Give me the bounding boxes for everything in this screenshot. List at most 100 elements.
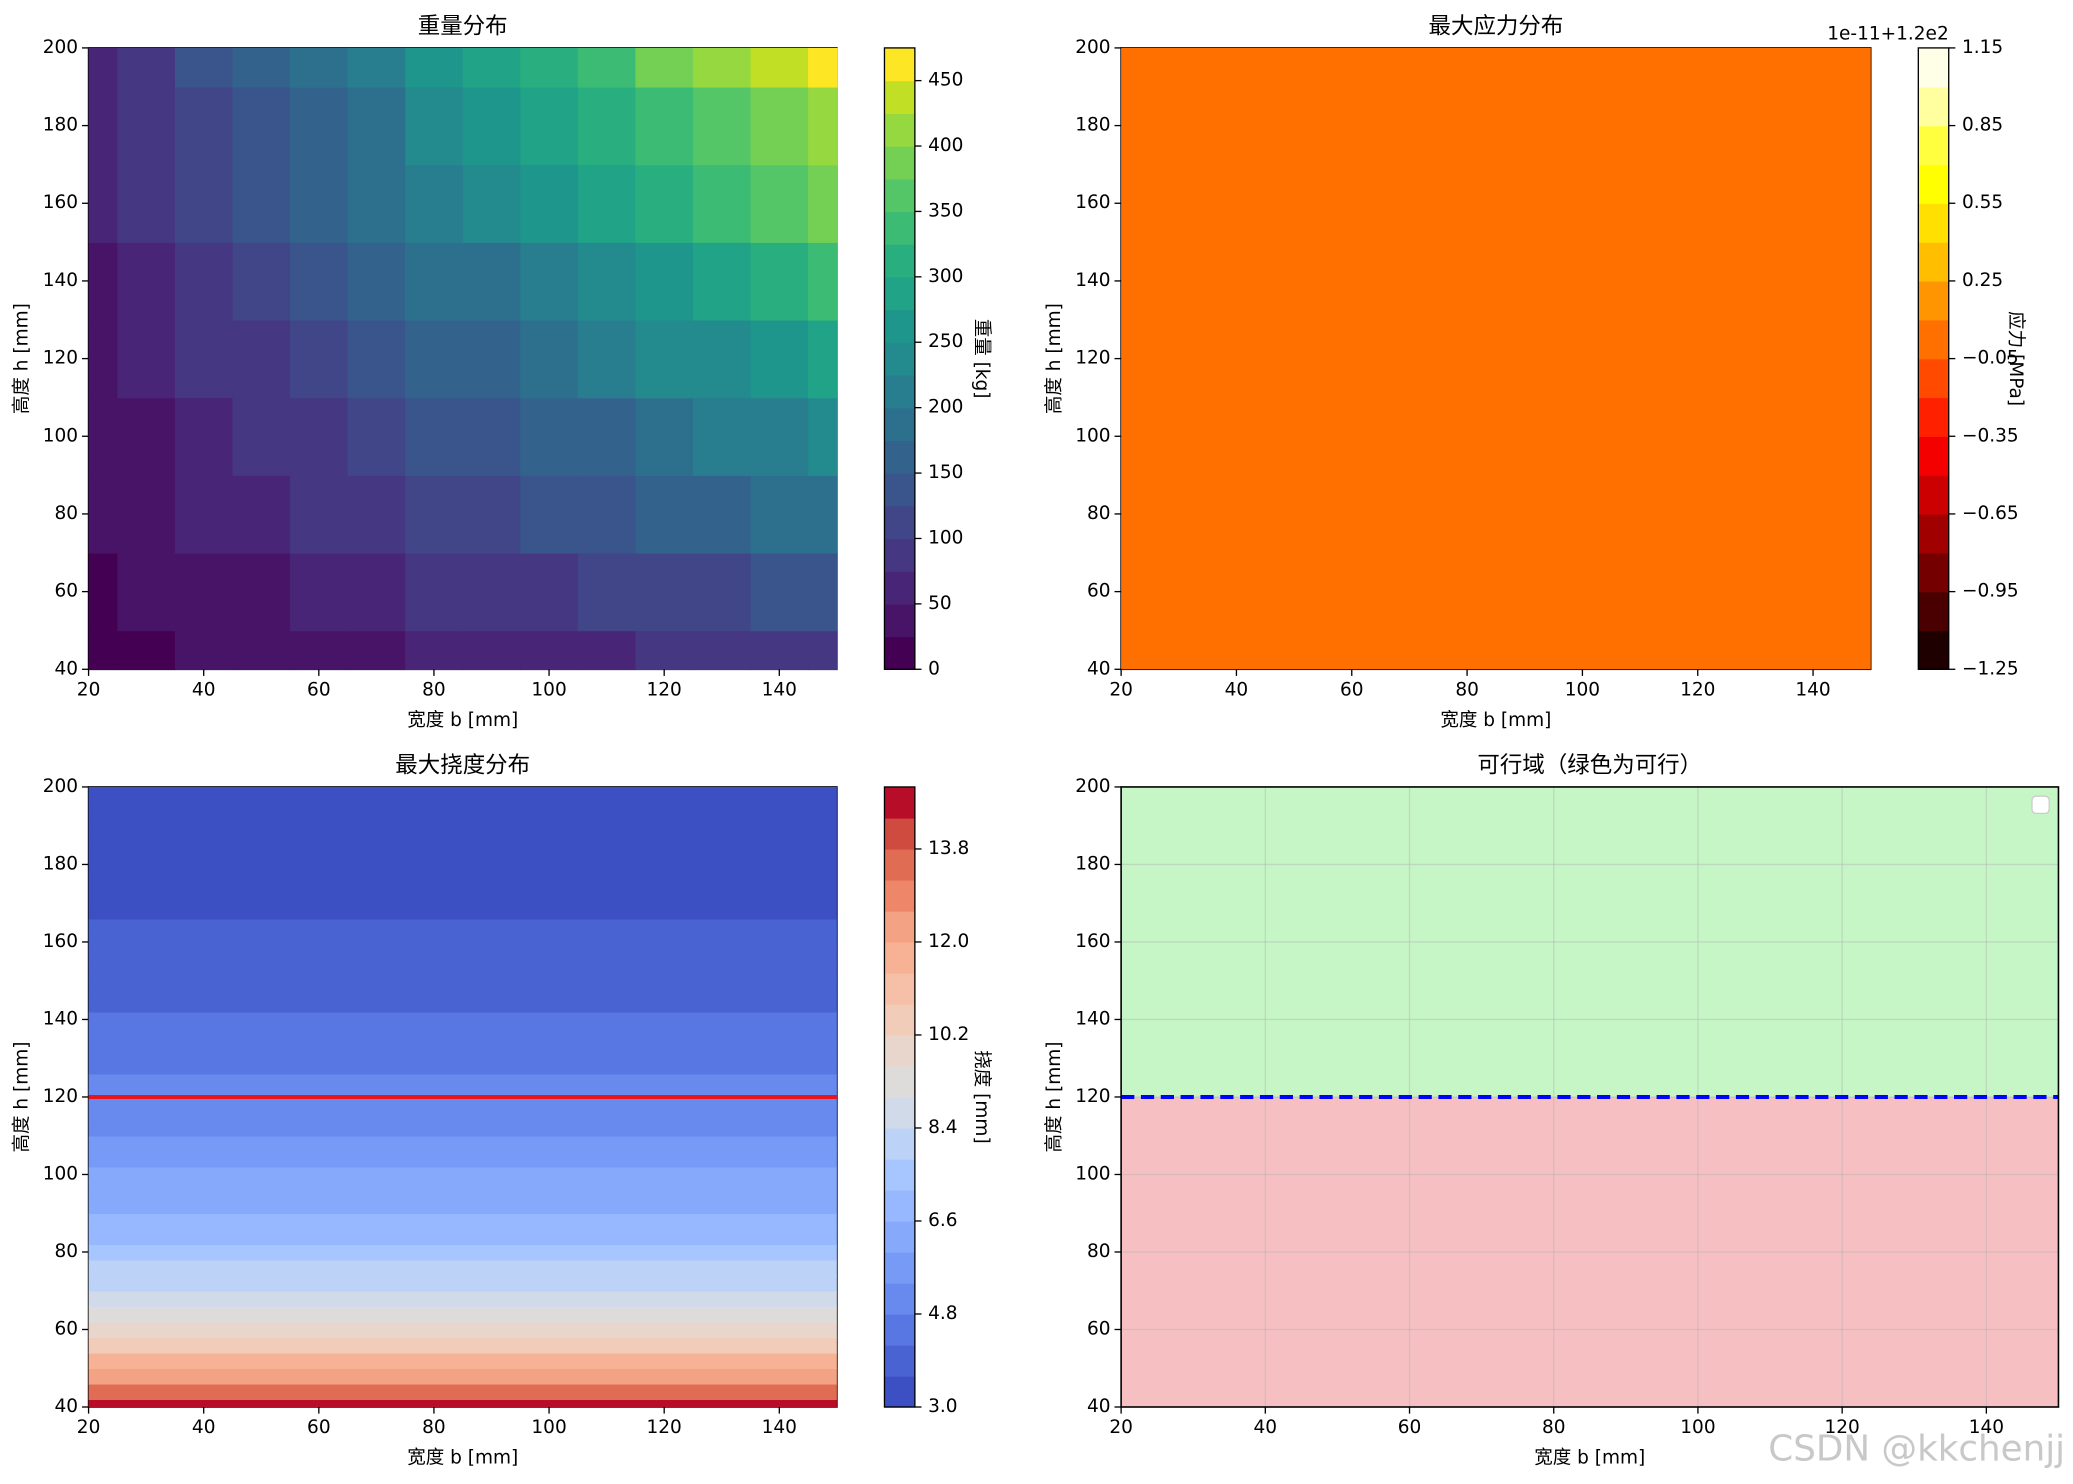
deflection-strip	[88, 1166, 837, 1184]
y-tick-label: 140	[43, 1008, 78, 1029]
colorbar-tick-label: 50	[928, 593, 952, 614]
x-tick-label: 40	[1254, 1417, 1278, 1438]
colorbar-band	[884, 1375, 915, 1408]
contour-cell	[808, 47, 838, 88]
contour-cell	[117, 552, 176, 632]
contour-cell	[405, 86, 464, 166]
deflection-strip	[88, 794, 837, 811]
colorbar-frame	[883, 786, 916, 1408]
x-tick-label: 80	[1542, 1417, 1566, 1438]
contour-cell	[808, 86, 838, 166]
colorbar-band	[884, 1096, 915, 1129]
x-tick-label: 80	[422, 679, 446, 700]
watermark: CSDN @kkchenjj	[1768, 1429, 2065, 1470]
contour-cell	[405, 319, 464, 399]
y-tick-label: 140	[43, 270, 78, 291]
colorbar-band	[884, 1127, 915, 1160]
deflection-strip	[88, 1151, 837, 1168]
contour-cell	[405, 47, 464, 88]
deflection-strip	[88, 1368, 837, 1385]
colorbar-band	[884, 276, 915, 311]
contour-cell	[347, 397, 406, 476]
contour-cell	[750, 47, 809, 88]
contour-cell	[405, 164, 464, 243]
contour-cell	[232, 630, 291, 671]
y-tick-label: 160	[43, 192, 78, 213]
x-tick-label: 120	[647, 679, 682, 700]
y-tick-label: 100	[1075, 1163, 1110, 1184]
contour-cell	[808, 552, 838, 632]
x-tick-label: 20	[77, 1417, 101, 1438]
colorbar-tick-label: 200	[928, 397, 963, 418]
contour-cell	[290, 242, 349, 321]
contour-cell	[520, 242, 579, 321]
deflection-strip	[88, 1104, 837, 1122]
y-axis-label: 高度 h [mm]	[1044, 303, 1065, 414]
colorbar-band	[884, 146, 915, 180]
chart-title: 最大挠度分布	[395, 752, 530, 778]
deflection-strip	[88, 1135, 837, 1153]
colorbar-band	[884, 407, 915, 442]
x-tick-label: 140	[762, 679, 797, 700]
x-tick-label: 120	[647, 1417, 682, 1438]
contour-cell	[174, 475, 234, 554]
contour-cell	[577, 164, 637, 243]
contour-cell	[117, 630, 176, 671]
contour-cell	[520, 552, 579, 632]
x-axis-label: 宽度 b [mm]	[1440, 710, 1551, 731]
contour-cell	[750, 164, 809, 243]
y-tick-label: 100	[1075, 425, 1110, 446]
y-tick-label: 200	[1075, 37, 1110, 58]
contour-cell	[577, 552, 637, 632]
x-tick-label: 140	[762, 1417, 797, 1438]
contour-cell	[750, 475, 809, 554]
contour-cell	[635, 319, 694, 399]
colorbar-band	[884, 113, 915, 147]
contour-cell	[88, 552, 119, 632]
deflection-strip	[88, 1337, 837, 1354]
colorbar-tick-label: −0.65	[1962, 503, 2019, 524]
colorbar-band	[1918, 280, 1949, 321]
contour-cell	[462, 552, 522, 632]
colorbar-offset: 1e-11+1.2e2	[1827, 24, 1948, 45]
colorbar-tick-label: 100	[928, 527, 963, 548]
deflection-strip	[88, 996, 837, 1013]
colorbar-tick-label: −1.25	[1962, 658, 2019, 679]
contour-cell	[520, 319, 579, 399]
y-tick-label: 200	[43, 776, 78, 797]
contour-cell	[232, 475, 291, 554]
colorbar-band	[884, 374, 915, 409]
contour-cell	[462, 630, 522, 671]
colorbar-band	[884, 1282, 915, 1315]
contour-cell	[117, 242, 176, 321]
contour-cell	[635, 86, 694, 166]
x-tick-label: 100	[531, 679, 566, 700]
x-tick-label: 20	[1109, 679, 1133, 700]
colorbar-tick-label: 300	[928, 266, 963, 287]
colorbar-band	[884, 910, 915, 943]
contour-cell	[117, 47, 176, 88]
chart-title: 可行域（绿色为可行）	[1477, 752, 1702, 778]
colorbar-label: 应力 [MPa]	[2005, 311, 2026, 406]
colorbar-tick-label: 13.8	[928, 838, 969, 859]
colorbar-band	[884, 571, 915, 605]
contour-cell	[174, 242, 234, 321]
colorbar-band	[884, 538, 915, 572]
contour-cell	[88, 397, 119, 476]
infeasible-region	[1121, 1096, 2059, 1407]
deflection-strip	[88, 1275, 837, 1292]
contour-cell	[290, 164, 349, 243]
y-tick-label: 40	[54, 1396, 78, 1417]
contour-cell	[808, 475, 838, 554]
deflection-strip	[88, 1399, 837, 1408]
contour-cell	[808, 630, 838, 671]
contour-cell	[174, 552, 234, 632]
contour-cell	[405, 242, 464, 321]
colorbar-tick-label: −0.05	[1962, 348, 2019, 369]
contour-cell	[577, 397, 637, 476]
colorbar-tick-label: 250	[928, 331, 963, 352]
deflection-strip	[88, 1321, 837, 1339]
x-tick-label: 100	[531, 1417, 566, 1438]
contour-cell	[88, 319, 119, 399]
y-tick-label: 200	[1075, 776, 1110, 797]
